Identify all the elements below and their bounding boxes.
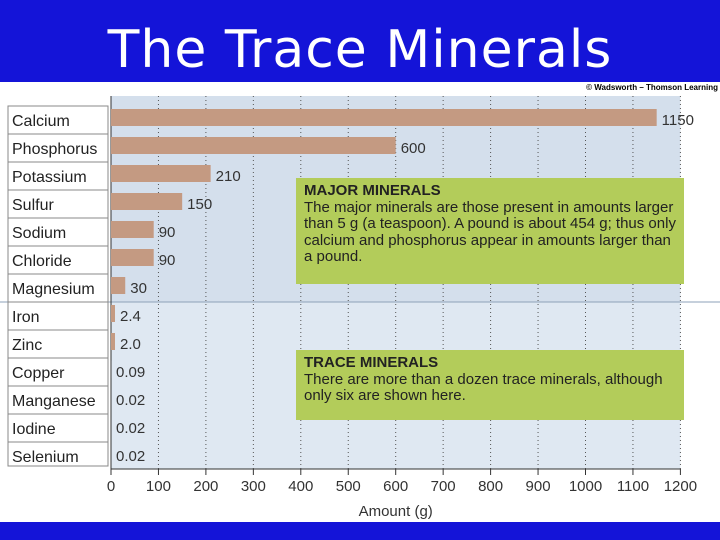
bar: [111, 137, 396, 154]
x-tick-label: 700: [431, 478, 456, 495]
value-label: 0.09: [116, 364, 145, 381]
major-minerals-note: MAJOR MINERALS The major minerals are th…: [296, 178, 684, 284]
bar: [111, 193, 183, 210]
category-label: Selenium: [12, 449, 79, 466]
trace-minerals-text: There are more than a dozen trace minera…: [304, 370, 663, 404]
category-label: Calcium: [12, 113, 70, 130]
category-label: Sodium: [12, 225, 66, 242]
x-tick-label: 300: [241, 478, 266, 495]
value-label: 0.02: [116, 392, 145, 409]
value-label: 210: [216, 168, 241, 185]
category-label: Chloride: [12, 253, 72, 270]
major-minerals-text: The major minerals are those present in …: [304, 198, 676, 265]
bar: [111, 249, 154, 266]
value-label: 90: [159, 252, 176, 269]
value-label: 1150: [662, 112, 694, 129]
value-label: 150: [187, 196, 212, 213]
trace-minerals-heading: TRACE MINERALS: [304, 354, 439, 371]
x-tick-label: 400: [288, 478, 313, 495]
bar: [111, 333, 115, 350]
value-label: 90: [159, 224, 176, 241]
category-label: Iron: [12, 309, 40, 326]
value-label: 30: [130, 280, 147, 297]
x-axis-label: Amount (g): [359, 503, 433, 520]
major-minerals-heading: MAJOR MINERALS: [304, 182, 441, 199]
credit-text: © Wadsworth – Thomson Learning: [586, 83, 718, 92]
label-column: [7, 105, 109, 467]
x-tick-label: 200: [193, 478, 218, 495]
x-tick-label: 1000: [569, 478, 602, 495]
category-label: Iodine: [12, 421, 56, 438]
category-label: Phosphorus: [12, 141, 97, 158]
category-label: Sulfur: [12, 197, 54, 214]
x-tick-label: 500: [336, 478, 361, 495]
x-tick-label: 800: [478, 478, 503, 495]
value-label: 2.4: [120, 308, 141, 325]
bottom-bar: [0, 522, 720, 540]
category-label: Manganese: [12, 393, 96, 410]
bar: [111, 221, 154, 238]
category-label: Magnesium: [12, 281, 95, 298]
bar: [111, 165, 211, 182]
category-label: Zinc: [12, 337, 42, 354]
bar-chart: 0 100 200 300 400 500 600 700 800 900 1000 1100 1200…: [0, 96, 720, 520]
value-label: 2.0: [120, 336, 141, 353]
x-tick-label: 0: [107, 478, 115, 495]
x-tick-label: 600: [383, 478, 408, 495]
bar: [111, 305, 115, 322]
x-tick-label: 100: [146, 478, 171, 495]
slide-title: The Trace Minerals: [107, 20, 613, 80]
chart-area: © Wadsworth – Thomson Learning 0 100 200 30…: [0, 82, 720, 522]
trace-minerals-note: TRACE MINERALS There are more than a doz…: [296, 350, 684, 420]
x-tick-label: 900: [526, 478, 551, 495]
bar: [111, 109, 657, 126]
x-tick-label: 1100: [617, 478, 649, 495]
value-label: 0.02: [116, 420, 145, 437]
category-label: Copper: [12, 365, 65, 382]
x-tick-label: 1200: [664, 478, 697, 495]
category-label: Potassium: [12, 169, 87, 186]
bar: [111, 277, 126, 294]
value-label: 600: [401, 140, 426, 157]
value-label: 0.02: [116, 448, 145, 465]
